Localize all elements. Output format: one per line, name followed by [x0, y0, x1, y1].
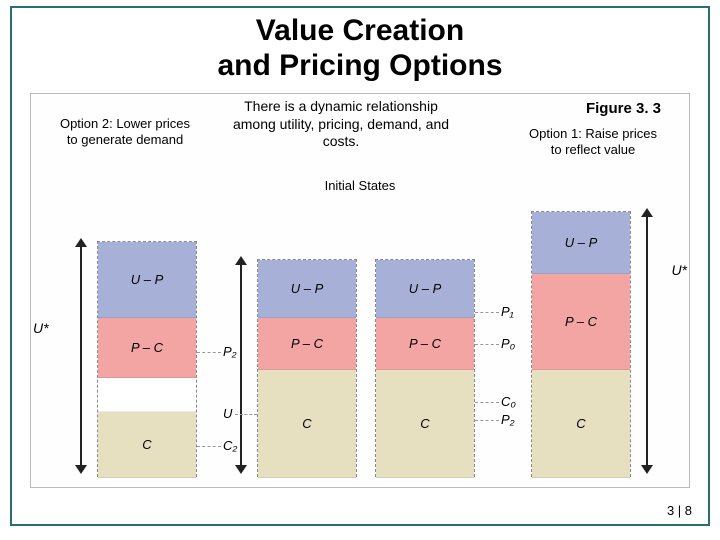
segment-U – P: U – P — [376, 260, 474, 318]
bar-4: U – P P – C C — [531, 211, 631, 477]
segment-label: P – C — [565, 314, 597, 329]
segment-P – C: P – C — [258, 318, 356, 370]
segment-C: C — [532, 370, 630, 478]
segment-P – C: P – C — [98, 318, 196, 378]
segment-U – P: U – P — [532, 212, 630, 274]
segment-C: C — [98, 412, 196, 478]
slide-title: Value Creation and Pricing Options — [12, 8, 708, 83]
u-star-left: U* — [33, 320, 49, 336]
bar-1: U – P P – C C — [97, 241, 197, 477]
option-2-caption: Option 2: Lower prices to generate deman… — [35, 116, 215, 149]
segment-P – C: P – C — [532, 274, 630, 370]
dash-leader — [475, 420, 499, 421]
segment-label: U – P — [565, 235, 598, 250]
segment-label: C — [576, 416, 585, 431]
segment-label: P – C — [409, 336, 441, 351]
height-arrow-right-4 — [641, 208, 653, 474]
slide-frame: Value Creation and Pricing Options Figur… — [10, 6, 710, 526]
segment-C: C — [376, 370, 474, 478]
u-star-right: U* — [671, 262, 687, 278]
segment-extra — [98, 378, 196, 412]
segment-P – C: P – C — [376, 318, 474, 370]
segment-C: C — [258, 370, 356, 478]
side-label-3-1: P₀ — [501, 336, 515, 351]
page-footer: 3 | 8 — [667, 503, 692, 518]
dash-leader — [197, 352, 221, 353]
segment-label: P – C — [131, 340, 163, 355]
side-label-3-2: C₀ — [501, 394, 516, 409]
side-label-2-0: U — [223, 406, 232, 421]
dash-leader — [475, 344, 499, 345]
bar-2: U – P P – C C — [257, 259, 357, 477]
segment-U – P: U – P — [98, 242, 196, 318]
dash-leader — [475, 312, 499, 313]
title-line-1: Value Creation — [12, 14, 708, 49]
segment-label: C — [420, 416, 429, 431]
option-1-line-2: to reflect value — [551, 142, 636, 157]
dash-leader — [235, 414, 257, 415]
caption-dynamic: There is a dynamic relationship among ut… — [221, 98, 461, 151]
height-arrow-left-2 — [235, 256, 247, 474]
option-1-caption: Option 1: Raise prices to reflect value — [503, 126, 683, 159]
segment-U – P: U – P — [258, 260, 356, 318]
segment-label: C — [142, 437, 151, 452]
side-label-3-0: P₁ — [501, 304, 514, 319]
option-2-line-2: to generate demand — [67, 132, 183, 147]
segment-label: U – P — [409, 281, 442, 296]
segment-label: U – P — [131, 272, 164, 287]
initial-states-label: Initial States — [31, 178, 689, 193]
chart-area: U* U* U – PP – CCP₂C₂U – PP – CCUU – PP … — [57, 198, 663, 479]
segment-label: P – C — [291, 336, 323, 351]
option-2-line-1: Option 2: Lower prices — [60, 116, 190, 131]
segment-label: U – P — [291, 281, 324, 296]
figure-number: Figure 3. 3 — [586, 100, 661, 117]
bar-3: U – P P – C C — [375, 259, 475, 477]
side-label-3-3: P₂ — [501, 412, 515, 427]
figure-panel: Figure 3. 3 There is a dynamic relations… — [30, 93, 690, 488]
option-1-line-1: Option 1: Raise prices — [529, 126, 657, 141]
title-line-2: and Pricing Options — [12, 49, 708, 84]
dash-leader — [475, 402, 499, 403]
height-arrow-left-1 — [75, 238, 87, 474]
segment-label: C — [302, 416, 311, 431]
dash-leader — [197, 446, 221, 447]
